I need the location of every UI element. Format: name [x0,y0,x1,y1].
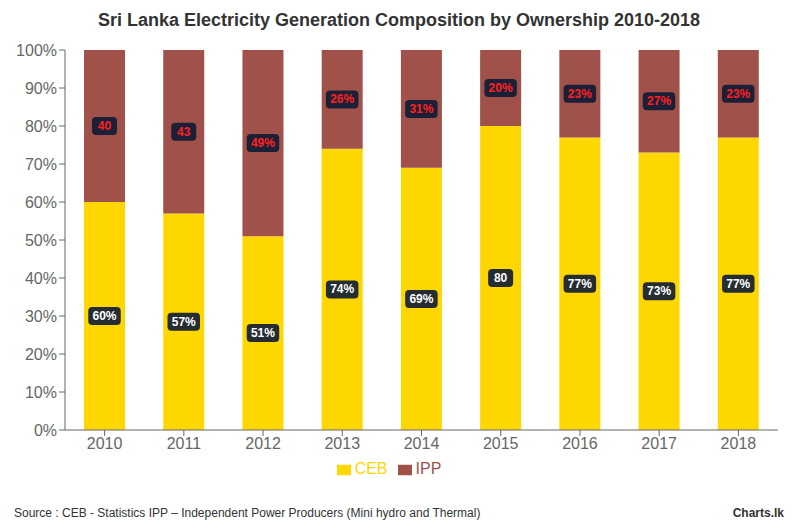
svg-text:69%: 69% [409,292,433,306]
svg-text:2011: 2011 [167,435,202,452]
svg-text:2016: 2016 [562,435,598,452]
svg-text:40: 40 [98,119,112,133]
html-text:IPP: IPP [415,460,442,477]
svg-text:27%: 27% [647,94,671,108]
svg-text:2010: 2010 [87,435,123,452]
svg-text:40%: 40% [25,270,57,287]
svg-text:23%: 23% [568,87,592,101]
svg-text:20%: 20% [489,81,513,95]
svg-text:51%: 51% [251,326,275,340]
svg-text:57%: 57% [172,315,196,329]
svg-text:77%: 77% [568,277,592,291]
svg-text:23%: 23% [726,87,750,101]
svg-text:2015: 2015 [483,435,519,452]
svg-text:30%: 30% [25,308,57,325]
svg-text:10%: 10% [25,384,57,401]
html-text:Charts.lk: Charts.lk [732,506,784,520]
html-text:CEB: CEB [354,460,388,477]
svg-text:74%: 74% [330,282,354,296]
svg-text:60%: 60% [92,309,116,323]
svg-text:2014: 2014 [404,435,440,452]
svg-text:31%: 31% [409,102,433,116]
svg-text:90%: 90% [25,80,57,97]
svg-text:100%: 100% [16,42,57,59]
svg-text:2017: 2017 [641,435,677,452]
svg-text:2012: 2012 [245,435,281,452]
svg-text:70%: 70% [25,156,57,173]
svg-text:73%: 73% [647,284,671,298]
svg-text:49%: 49% [251,136,275,150]
svg-text:2018: 2018 [721,435,757,452]
svg-text:50%: 50% [25,232,57,249]
html-text:Source : CEB - Statistics IPP: Source : CEB - Statistics IPP – Independ… [14,506,481,520]
svg-text:60%: 60% [25,194,57,211]
svg-text:26%: 26% [330,92,354,106]
html-text:Sri Lanka Electricity Generati: Sri Lanka Electricity Generation Composi… [97,9,701,30]
svg-text:2013: 2013 [324,435,360,452]
svg-text:20%: 20% [25,346,57,363]
svg-text:77%: 77% [726,277,750,291]
svg-text:0%: 0% [34,422,57,439]
svg-text:43: 43 [177,125,191,139]
svg-text:80: 80 [494,271,508,285]
svg-text:80%: 80% [25,118,57,135]
